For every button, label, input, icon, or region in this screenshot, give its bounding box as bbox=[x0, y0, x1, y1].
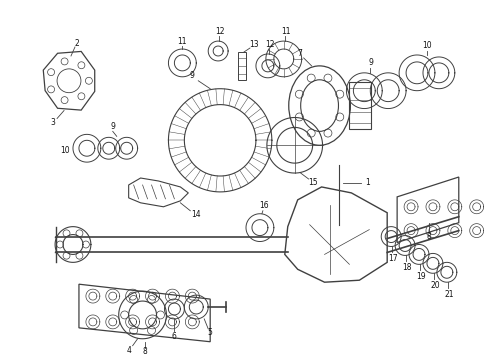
Bar bbox=[349, 82, 371, 129]
Text: 2: 2 bbox=[74, 39, 79, 48]
Text: 16: 16 bbox=[259, 201, 269, 210]
Text: 10: 10 bbox=[60, 146, 70, 155]
Text: 8: 8 bbox=[142, 347, 147, 356]
Bar bbox=[238, 52, 246, 80]
Text: 13: 13 bbox=[249, 40, 259, 49]
Text: 15: 15 bbox=[308, 179, 318, 188]
Text: 17: 17 bbox=[389, 254, 398, 263]
Text: 4: 4 bbox=[126, 346, 131, 355]
Text: 11: 11 bbox=[177, 37, 187, 46]
Text: 9: 9 bbox=[190, 71, 195, 80]
Text: 19: 19 bbox=[416, 272, 426, 281]
Text: 9: 9 bbox=[110, 122, 115, 131]
Text: 5: 5 bbox=[208, 328, 213, 337]
Text: 12: 12 bbox=[265, 40, 274, 49]
Text: 9: 9 bbox=[369, 58, 374, 67]
Text: 12: 12 bbox=[216, 27, 225, 36]
Text: 14: 14 bbox=[192, 210, 201, 219]
Text: 18: 18 bbox=[402, 263, 412, 272]
Text: 6: 6 bbox=[172, 332, 177, 341]
Text: 20: 20 bbox=[430, 281, 440, 290]
Text: 21: 21 bbox=[444, 289, 454, 298]
Text: 11: 11 bbox=[281, 27, 291, 36]
Text: 10: 10 bbox=[422, 41, 432, 50]
Text: 7: 7 bbox=[297, 49, 302, 58]
Text: 1: 1 bbox=[365, 179, 369, 188]
Text: 8: 8 bbox=[427, 232, 431, 241]
Text: 3: 3 bbox=[50, 118, 55, 127]
